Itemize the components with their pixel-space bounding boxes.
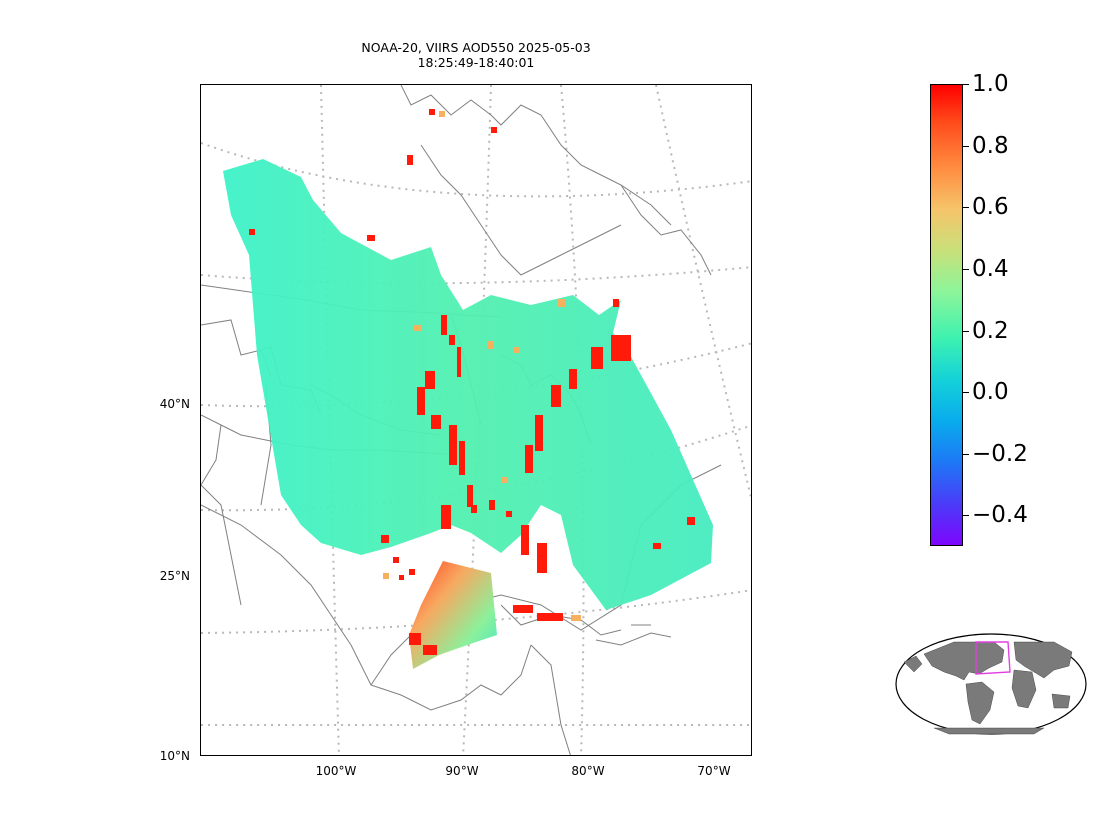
lon-label-90w: 90°W: [445, 764, 479, 778]
lon-label-70w: 70°W: [697, 764, 731, 778]
map-svg: [201, 85, 751, 755]
cbar-label-0.4: 0.4: [972, 256, 1009, 282]
inset-region-box: [975, 641, 1011, 675]
cbar-label-1.0: 1.0: [972, 71, 1009, 97]
cbar-label-neg0.4: −0.4: [972, 502, 1028, 528]
title-line-2: 18:25:49-18:40:01: [417, 55, 535, 70]
lat-label-10: 10°N: [159, 749, 190, 763]
cbar-tick: [963, 454, 969, 455]
aod-swath-main: [223, 159, 713, 610]
cbar-label-0.2: 0.2: [972, 318, 1009, 344]
cbar-tick: [963, 207, 969, 208]
cbar-label-0.8: 0.8: [972, 133, 1009, 159]
cbar-tick: [963, 331, 969, 332]
aod-high-pixels: [249, 109, 695, 655]
lat-label-40: 40°N: [159, 397, 190, 411]
map-title: NOAA-20, VIIRS AOD550 2025-05-03 18:25:4…: [200, 40, 752, 70]
colorbar: [930, 84, 963, 546]
cbar-tick: [963, 269, 969, 270]
inset-continents: [903, 641, 1073, 735]
aod-gulf-plume: [409, 561, 497, 669]
lat-label-25: 25°N: [159, 569, 190, 583]
cbar-label-0.6: 0.6: [972, 194, 1009, 220]
cbar-tick: [963, 515, 969, 516]
inset-world-map: [895, 633, 1087, 735]
lon-label-80w: 80°W: [571, 764, 605, 778]
aod-mid-pixels: [383, 111, 581, 621]
cbar-tick: [963, 146, 969, 147]
cbar-tick: [963, 392, 969, 393]
lon-label-100w: 100°W: [315, 764, 357, 778]
cbar-label-0.0: 0.0: [972, 379, 1009, 405]
cbar-tick: [963, 84, 969, 85]
title-line-1: NOAA-20, VIIRS AOD550 2025-05-03: [361, 40, 591, 55]
cbar-label-neg0.2: −0.2: [972, 441, 1028, 467]
map-panel[interactable]: [200, 84, 752, 756]
